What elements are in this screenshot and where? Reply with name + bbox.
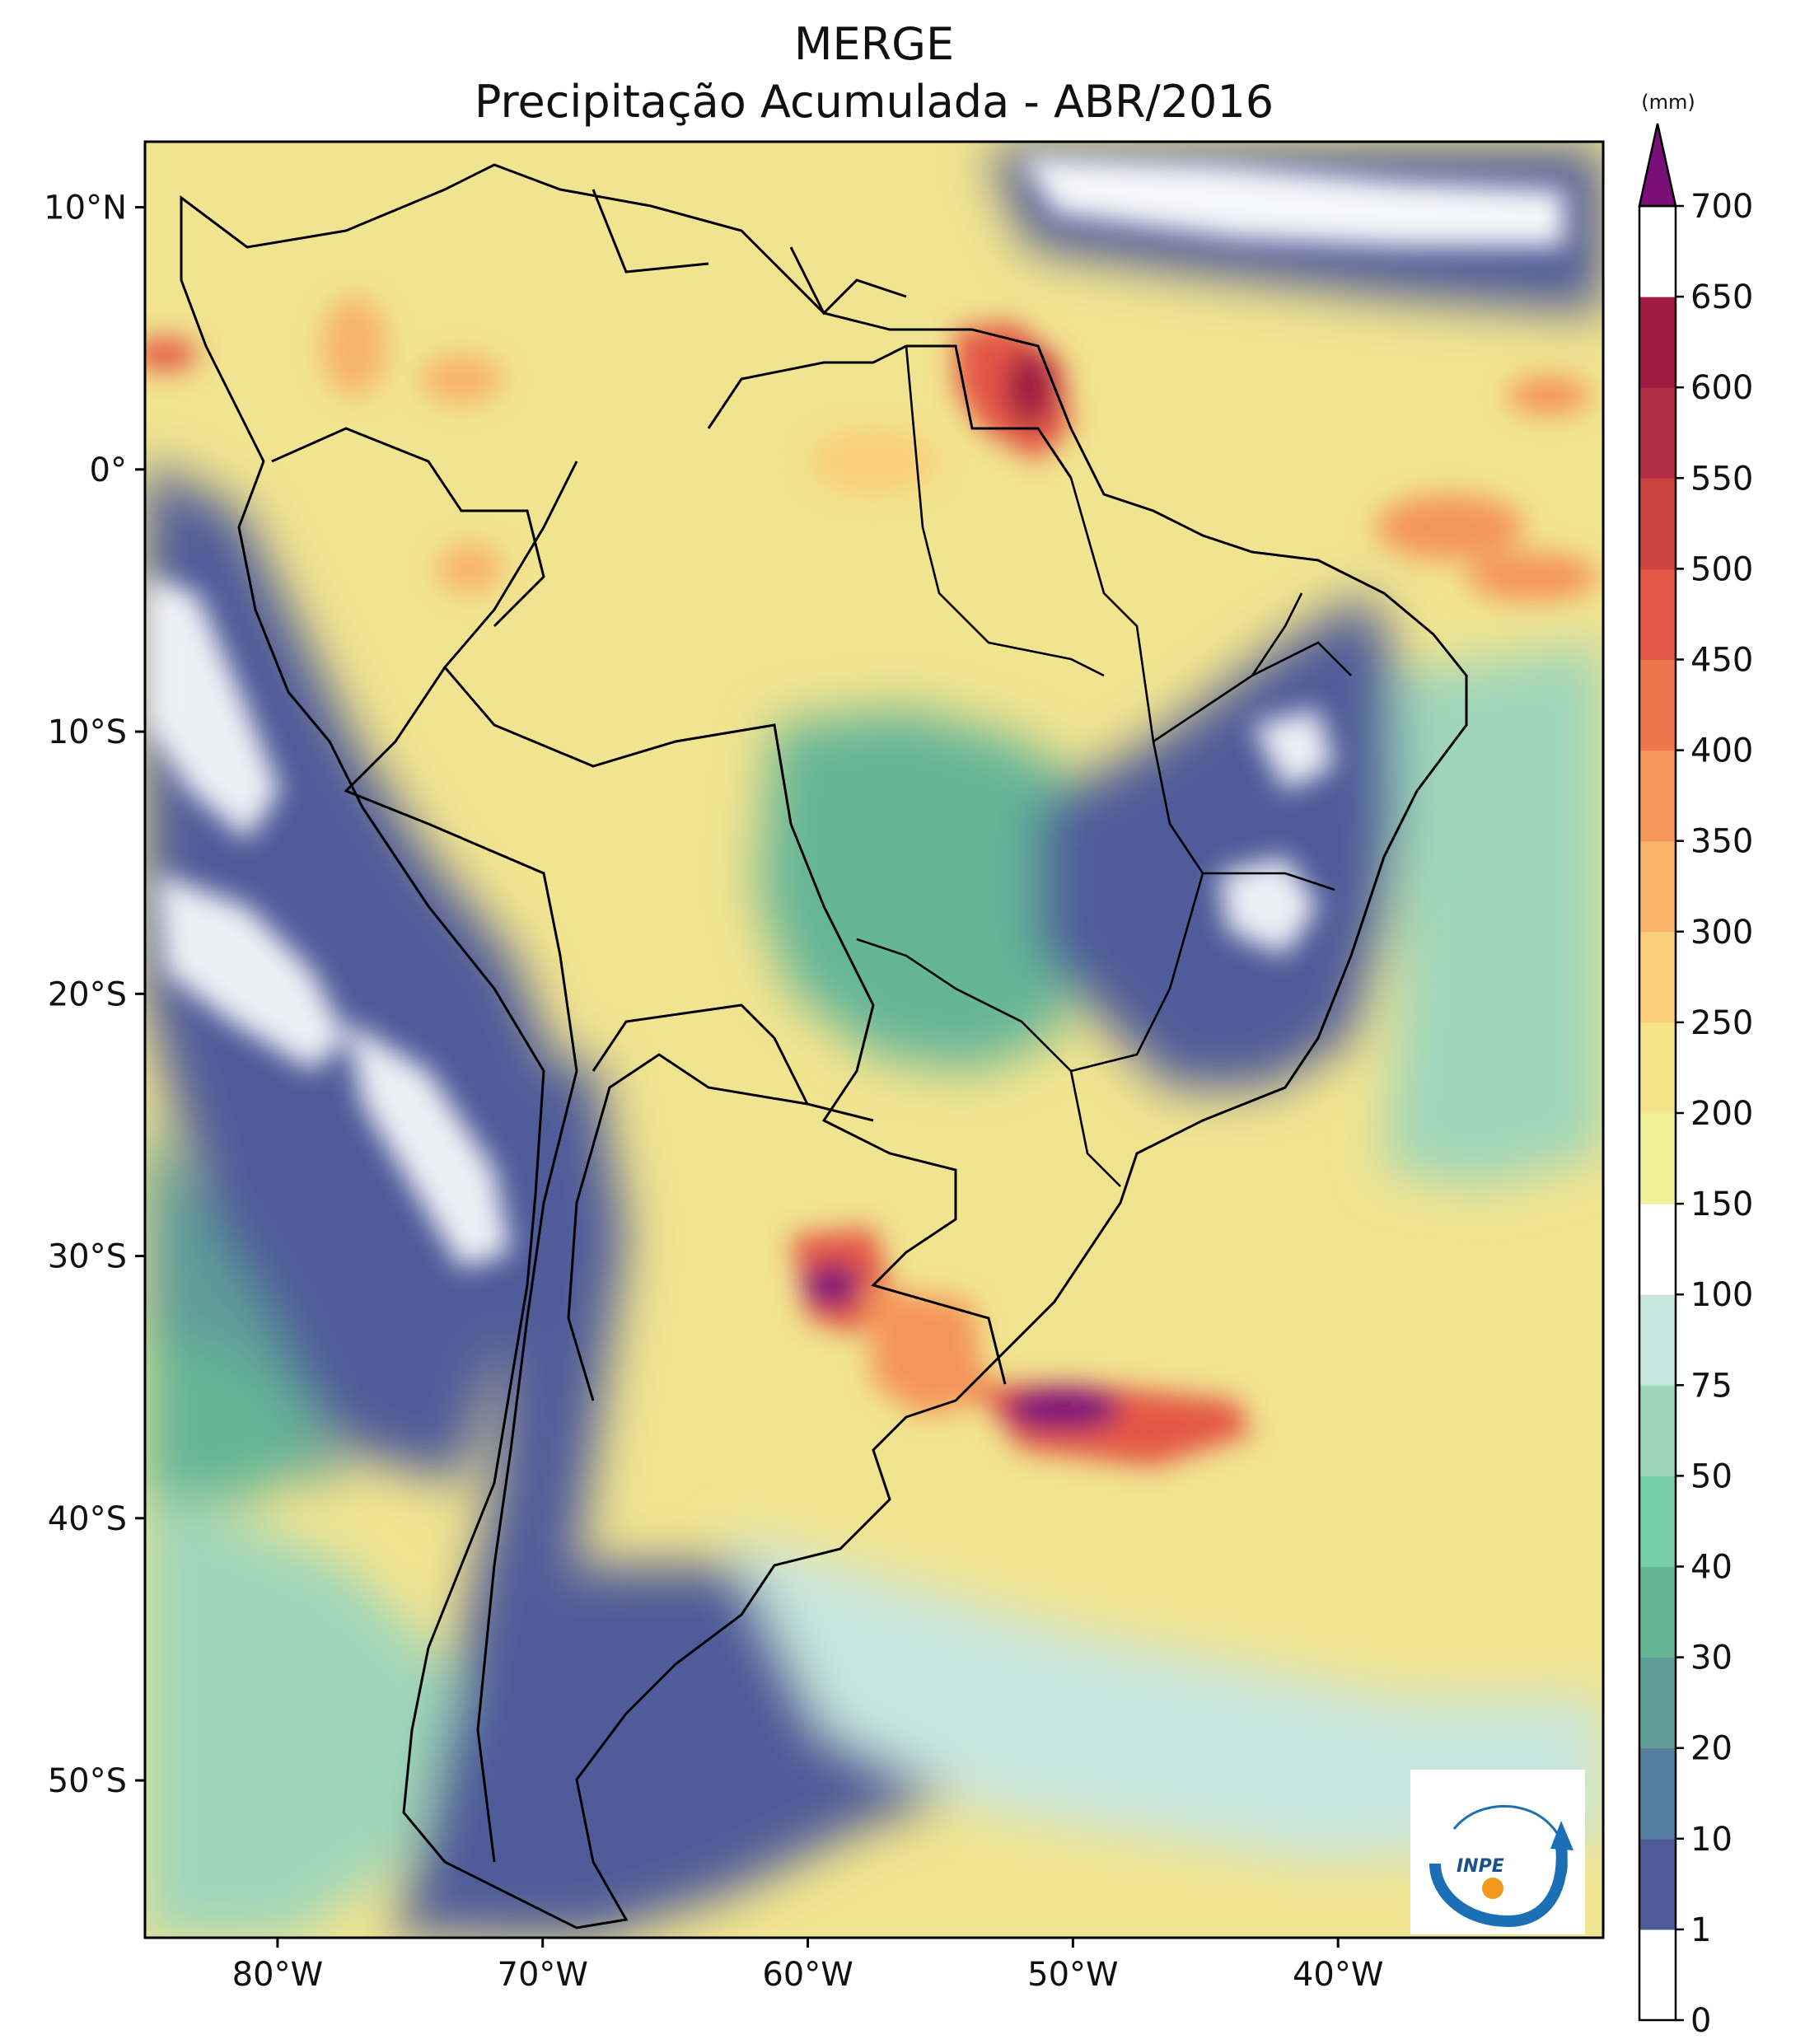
colorbar-segment (1639, 1838, 1676, 1930)
colorbar-segment (1639, 1204, 1676, 1295)
precip-dry-white-patches (145, 157, 1565, 1269)
lat-tick-label: 40°S (48, 1500, 127, 1538)
lat-tick-label: 20°S (48, 975, 127, 1013)
lat-tick-label: 50°S (48, 1762, 127, 1800)
colorbar-segment (1639, 1385, 1676, 1476)
longitude-axis: 80°W 70°W 60°W 50°W 40°W (232, 1938, 1383, 1994)
colorbar-segment (1639, 1294, 1676, 1386)
lon-tick-label: 50°W (1027, 1956, 1118, 1994)
colorbar-segment (1639, 297, 1676, 388)
precipitation-field (145, 142, 1603, 1938)
inpe-logo: INPE (1410, 1770, 1585, 1934)
colorbar-segment (1639, 1747, 1676, 1840)
figure-title: MERGE (793, 18, 955, 70)
lat-tick-label: 0° (90, 451, 127, 489)
lon-tick-label: 80°W (232, 1956, 323, 1994)
lat-tick-label: 10°N (44, 189, 127, 227)
colorbar-tick-label: 30 (1690, 1639, 1733, 1677)
colorbar-segment (1639, 1022, 1676, 1114)
logo-arc-thick (1429, 1845, 1568, 1928)
figure-subtitle: Precipitação Acumulada - ABR/2016 (474, 76, 1274, 128)
precip-heavy-regions (145, 297, 1598, 1466)
colorbar-tick-label: 10 (1690, 1821, 1733, 1859)
logo-sun-icon (1482, 1878, 1503, 1899)
colorbar-segment (1639, 478, 1676, 569)
colorbar-segment (1639, 659, 1676, 751)
colorbar-tick-label: 650 (1690, 278, 1753, 316)
lon-tick-label: 70°W (498, 1956, 588, 1994)
lat-tick-label: 30°S (48, 1238, 127, 1276)
colorbar: (mm) 0 1 10 20 30 40 50 75 100 150 200 250 300 350 400… (1638, 91, 1753, 2040)
colorbar-segment (1639, 387, 1676, 479)
map-frame (143, 140, 1605, 1939)
lon-tick-label: 40°W (1293, 1956, 1383, 1994)
country-borders (271, 189, 907, 1863)
colorbar-segment (1639, 568, 1676, 660)
colorbar-extend-arrow (1638, 123, 1677, 208)
lon-tick-label: 60°W (762, 1956, 853, 1994)
colorbar-segment (1639, 750, 1676, 842)
colorbar-segment (1639, 1657, 1676, 1749)
colorbar-tick-label: 700 (1690, 188, 1753, 226)
colorbar-tick-label: 100 (1690, 1276, 1753, 1314)
colorbar-tick-label: 600 (1690, 369, 1753, 407)
colorbar-tick-label: 20 (1690, 1730, 1733, 1768)
colorbar-tick-label: 40 (1690, 1549, 1733, 1587)
logo-arrow-icon (1550, 1821, 1574, 1850)
colorbar-segment (1639, 206, 1676, 297)
colorbar-tick-label: 200 (1690, 1095, 1753, 1133)
colorbar-tick-label: 300 (1690, 914, 1753, 952)
colorbar-tick-label: 0 (1690, 2002, 1711, 2040)
colorbar-tick-label: 150 (1690, 1186, 1753, 1223)
colorbar-segment (1639, 840, 1676, 933)
colorbar-unit: (mm) (1641, 91, 1695, 114)
colorbar-tick-label: 400 (1690, 732, 1753, 770)
colorbar-tick-label: 1 (1690, 1911, 1711, 1949)
colorbar-segment (1639, 1476, 1676, 1567)
colorbar-segment (1639, 1113, 1676, 1204)
latitude-axis: 10°N 0° 10°S 20°S 30°S 40°S 50°S (44, 189, 145, 1800)
colorbar-tick-label: 500 (1690, 550, 1753, 588)
lat-tick-label: 10°S (48, 713, 127, 751)
coastline (180, 163, 1468, 1929)
colorbar-segment (1639, 931, 1676, 1023)
colorbar-tick-label: 75 (1690, 1367, 1733, 1405)
colorbar-tick-label: 450 (1690, 642, 1753, 680)
colorbar-tick-label: 550 (1690, 460, 1753, 498)
colorbar-tick-label: 250 (1690, 1004, 1753, 1042)
state-borders (856, 345, 1352, 1187)
colorbar-segment (1639, 1929, 1676, 2021)
colorbar-tick-label: 50 (1690, 1457, 1733, 1495)
colorbar-tick-label: 350 (1690, 823, 1753, 861)
logo-text: INPE (1457, 1856, 1504, 1877)
colorbar-segment (1639, 1566, 1676, 1658)
